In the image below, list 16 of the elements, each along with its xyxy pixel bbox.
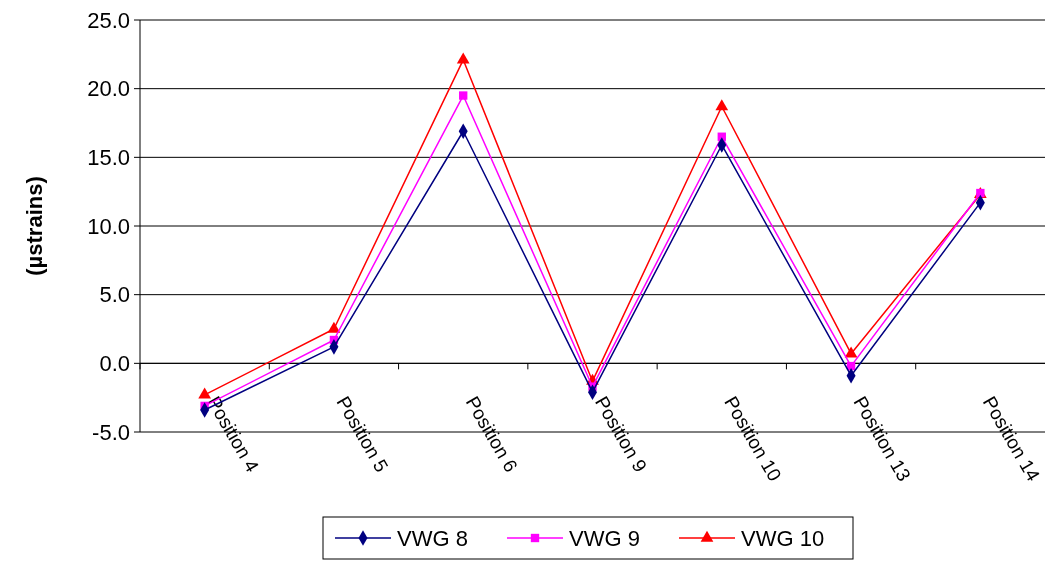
legend-label: VWG 9 — [569, 525, 640, 551]
point — [844, 346, 858, 358]
y-tick-label: 0.0 — [99, 351, 130, 377]
point — [459, 91, 468, 100]
legend-label: VWG 8 — [397, 525, 468, 551]
point — [456, 52, 470, 64]
y-axis-title: (µstrains) — [22, 176, 47, 276]
y-tick-label: 10.0 — [87, 213, 130, 239]
y-tick-label: 20.0 — [87, 76, 130, 102]
y-tick-label: 15.0 — [87, 145, 130, 171]
y-tick-label: 25.0 — [87, 7, 130, 33]
point — [715, 99, 729, 111]
legend-label: VWG 10 — [741, 525, 825, 551]
point — [327, 321, 341, 333]
y-tick-label: -5.0 — [92, 419, 130, 445]
y-tick-label: 5.0 — [99, 282, 130, 308]
